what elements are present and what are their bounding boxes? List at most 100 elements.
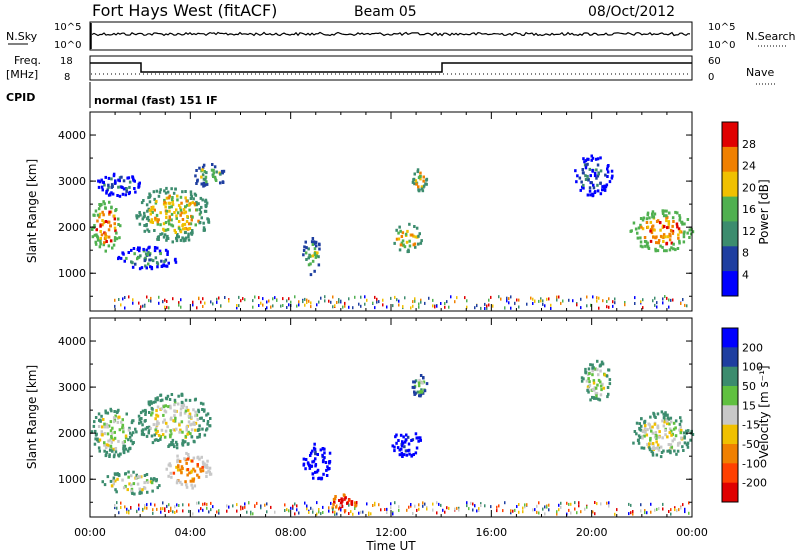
freq-tick-top: 18 [60,56,73,67]
power-cluster-8 [629,209,695,253]
power-ytick-label-2: 3000 [58,175,86,188]
velocity-colorbar-tick-7: -200 [742,477,767,490]
power-ground-scatter [114,295,688,310]
velocity-cluster-2 [165,451,213,490]
velocity-cluster-8 [632,410,695,459]
power-cluster-0 [91,200,122,253]
nave-tick-top: 60 [708,56,721,67]
power-colorbar: 28 24 20 16 12 8 4 [721,121,756,297]
power-colorbar-tick-3: 16 [742,203,756,216]
xtick-label-0: 00:00 [74,526,106,539]
xtick-label-1: 04:00 [174,526,206,539]
velocity-colorbar-swatch-3 [722,386,738,406]
noise-trace [90,23,691,49]
date-label: 08/Oct/2012 [588,4,675,20]
power-y-axis: 1000 2000 3000 4000 [58,129,692,297]
power-colorbar-swatch-1 [722,146,738,173]
velocity-cluster-3 [101,470,161,496]
velocity-colorbar-swatch-7 [722,463,738,484]
power-cluster-4 [302,237,321,277]
x-axis-label: Time UT [365,539,416,553]
power-colorbar-tick-2: 20 [742,181,756,194]
velocity-ground-scatter [114,501,690,516]
noise-sky-series [91,31,691,37]
freq-tick-bottom: 8 [64,72,70,83]
power-colorbar-swatch-0 [722,122,738,148]
power-ytick-label-3: 4000 [58,129,86,142]
velocity-colorbar-swatch-5 [722,424,738,445]
xtick-label-5: 20:00 [576,526,608,539]
velocity-y-axis: 1000 2000 3000 4000 [58,335,692,503]
noise-left-tick-top: 10^5 [54,22,81,33]
noise-panel-frame [89,21,693,51]
velocity-ylabel: Slant Range [km] [25,365,39,469]
velocity-panel-frame [89,317,693,518]
noise-right-label: N.Search [746,30,796,43]
noise-left-tick-bottom: 10^0 [54,40,81,51]
velocity-ytick-label-2: 3000 [58,381,86,394]
power-colorbar-swatch-6 [722,271,738,297]
xtick-label-6: 00:00 [676,526,708,539]
station-title: Fort Hays West (fitACF) [92,1,277,20]
velocity-ytick-label-1: 2000 [58,427,86,440]
power-colorbar-tick-5: 8 [742,247,749,260]
velocity-cluster-4 [302,442,332,481]
velocity-colorbar-label: Velocity [m s⁻¹] [757,365,771,458]
power-colorbar-tick-1: 24 [742,160,756,173]
xtick-label-4: 16:00 [475,526,507,539]
noise-right-tick-top: 10^5 [708,22,735,33]
noise-left-label: N.Sky [6,30,38,43]
power-colorbar-frame [721,121,739,297]
velocity-colorbar-swatch-0 [722,328,738,348]
velocity-cluster-9 [331,493,358,513]
power-cluster-1 [135,186,211,244]
power-cluster-3 [117,245,178,271]
velocity-colorbar-tick-6: -100 [742,457,767,470]
power-cluster-6 [411,168,429,193]
velocity-colorbar-swatch-1 [722,347,738,368]
velocity-colorbar-tick-1: 100 [742,361,763,374]
velocity-heatmap [90,359,695,516]
power-colorbar-tick-0: 28 [742,138,756,151]
nave-label: Nave [746,66,774,79]
velocity-colorbar-swatch-2 [722,366,738,387]
velocity-ytick-label-0: 1000 [58,473,86,486]
power-heatmap [91,154,695,310]
power-cluster-2 [194,163,226,188]
velocity-colorbar-tick-3: 15 [742,399,756,412]
velocity-ytick-label-3: 4000 [58,335,86,348]
velocity-cluster-1 [137,392,212,450]
velocity-colorbar-tick-2: 50 [742,380,756,393]
velocity-cluster-0 [90,407,138,459]
cpid-value: normal (fast) 151 IF [94,94,218,107]
freq-label-2: [MHz] [6,68,38,81]
power-colorbar-label: Power [dB] [757,179,771,244]
freq-label-1: Freq. [14,54,41,67]
xtick-label-3: 12:00 [375,526,407,539]
velocity-colorbar-tick-4: -15 [742,419,760,432]
power-colorbar-tick-4: 12 [742,225,756,238]
beam-label: Beam 05 [354,4,417,20]
power-colorbar-swatch-4 [722,221,738,247]
velocity-colorbar-swatch-6 [722,444,738,464]
cpid-label: CPID [6,91,35,104]
noise-right-tick-bottom: 10^0 [708,40,735,51]
velocity-colorbar-tick-0: 200 [742,341,763,354]
time-x-axis: 00:00 04:00 08:00 12:00 16:00 20:00 00:00 [74,112,708,539]
nave-tick-bottom: 0 [708,72,714,83]
power-cluster-7 [574,154,614,198]
power-colorbar-tick-6: 4 [742,268,749,281]
xtick-label-2: 08:00 [275,526,307,539]
freq-panel-frame [89,55,693,81]
velocity-cluster-5 [391,432,422,458]
frequency-trace [90,62,692,73]
power-colorbar-swatch-2 [722,171,738,198]
power-cluster-5 [393,222,423,254]
power-ylabel: Slant Range [km] [25,159,39,263]
power-colorbar-swatch-3 [722,196,738,222]
velocity-colorbar: 200 100 50 15 -15 -50 -100 -200 [721,327,767,503]
velocity-colorbar-swatch-4 [722,405,738,426]
velocity-colorbar-frame [721,327,739,503]
power-ytick-label-1: 2000 [58,221,86,234]
